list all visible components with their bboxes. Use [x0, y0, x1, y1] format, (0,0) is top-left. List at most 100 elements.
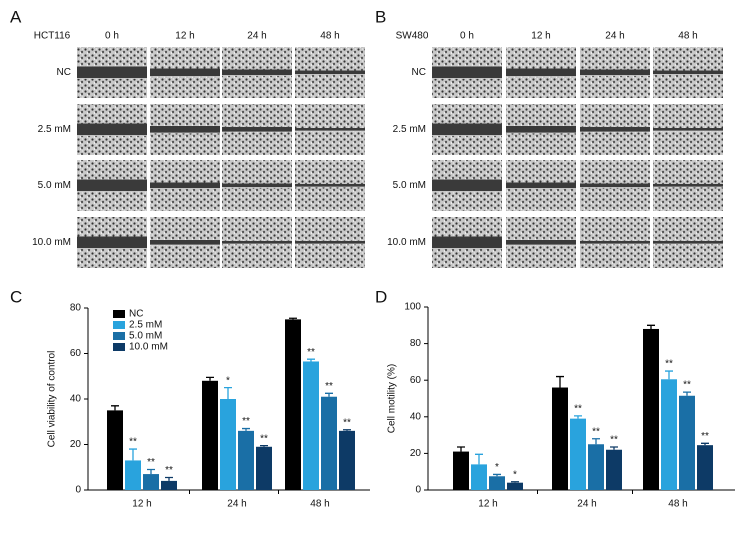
- time-label: 12 h: [531, 31, 550, 42]
- bar: [507, 482, 523, 490]
- bar: [256, 446, 272, 490]
- condition-label: 5.0 mM: [38, 180, 71, 191]
- x-tick-label: 12 h: [132, 499, 151, 510]
- y-axis-label: Cell viability of control: [47, 351, 58, 448]
- significance-label: **: [129, 437, 137, 448]
- significance-label: **: [165, 465, 173, 476]
- error-bar: [556, 375, 564, 388]
- wound-gap: [295, 128, 365, 131]
- wound-gap: [295, 70, 365, 75]
- error-bar: [147, 468, 155, 475]
- wound-gap: [77, 66, 147, 79]
- condition-label: NC: [57, 67, 71, 78]
- error-bar: [343, 429, 351, 431]
- error-bar: [165, 476, 173, 481]
- wound-gap: [653, 128, 723, 131]
- significance-label: **: [701, 431, 709, 442]
- y-tick-label: 60: [70, 348, 82, 359]
- wound-gap: [150, 182, 220, 189]
- wound-gap: [432, 66, 502, 79]
- wound-gap: [432, 123, 502, 136]
- y-tick-label: 0: [75, 485, 81, 496]
- legend-label: 5.0 mM: [129, 331, 162, 342]
- cell-line-label: HCT116: [34, 31, 71, 42]
- bar: [489, 476, 505, 490]
- error-bar: [325, 392, 333, 397]
- condition-label: 10.0 mM: [387, 237, 426, 248]
- condition-label: 2.5 mM: [38, 124, 71, 135]
- error-bar: [683, 391, 691, 396]
- bar: [588, 444, 604, 490]
- significance-label: **: [343, 417, 351, 428]
- bar: [643, 328, 659, 490]
- significance-label: **: [307, 347, 315, 358]
- bar: [606, 449, 622, 490]
- error-bar: [475, 453, 483, 465]
- bar: [697, 445, 713, 490]
- wound-gap: [506, 68, 576, 77]
- panel-letter: C: [10, 287, 22, 306]
- wound-gap: [295, 241, 365, 244]
- legend-swatch: [113, 343, 125, 351]
- time-label: 0 h: [105, 31, 119, 42]
- significance-label: **: [147, 457, 155, 468]
- y-tick-label: 100: [404, 302, 421, 313]
- significance-label: **: [683, 380, 691, 391]
- error-bar: [574, 415, 582, 419]
- time-label: 24 h: [247, 31, 266, 42]
- significance-label: **: [574, 404, 582, 415]
- bar: [471, 464, 487, 490]
- bar: [339, 430, 355, 490]
- y-tick-label: 40: [70, 394, 82, 405]
- significance-label: **: [665, 359, 673, 370]
- bar: [453, 451, 469, 490]
- legend-swatch: [113, 332, 125, 340]
- significance-label: **: [325, 381, 333, 392]
- bar: [321, 396, 337, 490]
- wound-gap: [580, 183, 650, 188]
- x-tick-label: 12 h: [478, 499, 497, 510]
- bar: [161, 480, 177, 490]
- error-bar: [111, 405, 119, 411]
- x-tick-label: 48 h: [668, 499, 687, 510]
- x-tick-label: 24 h: [577, 499, 596, 510]
- bar: [202, 380, 218, 490]
- bar: [552, 387, 568, 490]
- legend-swatch: [113, 321, 125, 329]
- error-bar: [511, 481, 519, 483]
- wound-gap: [150, 240, 220, 245]
- wound-gap: [295, 184, 365, 187]
- error-bar: [592, 438, 600, 445]
- wound-gap: [432, 236, 502, 249]
- bar: [285, 319, 301, 490]
- wound-gap: [653, 241, 723, 244]
- error-bar: [665, 370, 673, 380]
- significance-label: **: [242, 416, 250, 427]
- condition-label: 2.5 mM: [393, 124, 426, 135]
- significance-label: *: [226, 375, 230, 386]
- significance-label: *: [513, 469, 517, 480]
- y-axis-label: Cell motility (%): [387, 364, 398, 433]
- time-label: 48 h: [678, 31, 697, 42]
- panel-letter: D: [375, 287, 387, 306]
- condition-label: 10.0 mM: [32, 237, 71, 248]
- wound-gap: [506, 126, 576, 133]
- bar: [679, 395, 695, 490]
- significance-label: *: [495, 462, 499, 473]
- panel-letter: A: [10, 7, 22, 26]
- legend-label: 2.5 mM: [129, 320, 162, 331]
- wound-gap: [653, 184, 723, 187]
- wound-gap: [222, 241, 292, 244]
- error-bar: [457, 446, 465, 452]
- wound-gap: [77, 123, 147, 136]
- legend-swatch: [113, 310, 125, 318]
- y-tick-label: 20: [410, 448, 422, 459]
- wound-gap: [432, 179, 502, 192]
- wound-gap: [222, 69, 292, 76]
- y-tick-label: 80: [410, 338, 422, 349]
- x-tick-label: 48 h: [310, 499, 329, 510]
- bar: [238, 430, 254, 490]
- bar: [107, 410, 123, 490]
